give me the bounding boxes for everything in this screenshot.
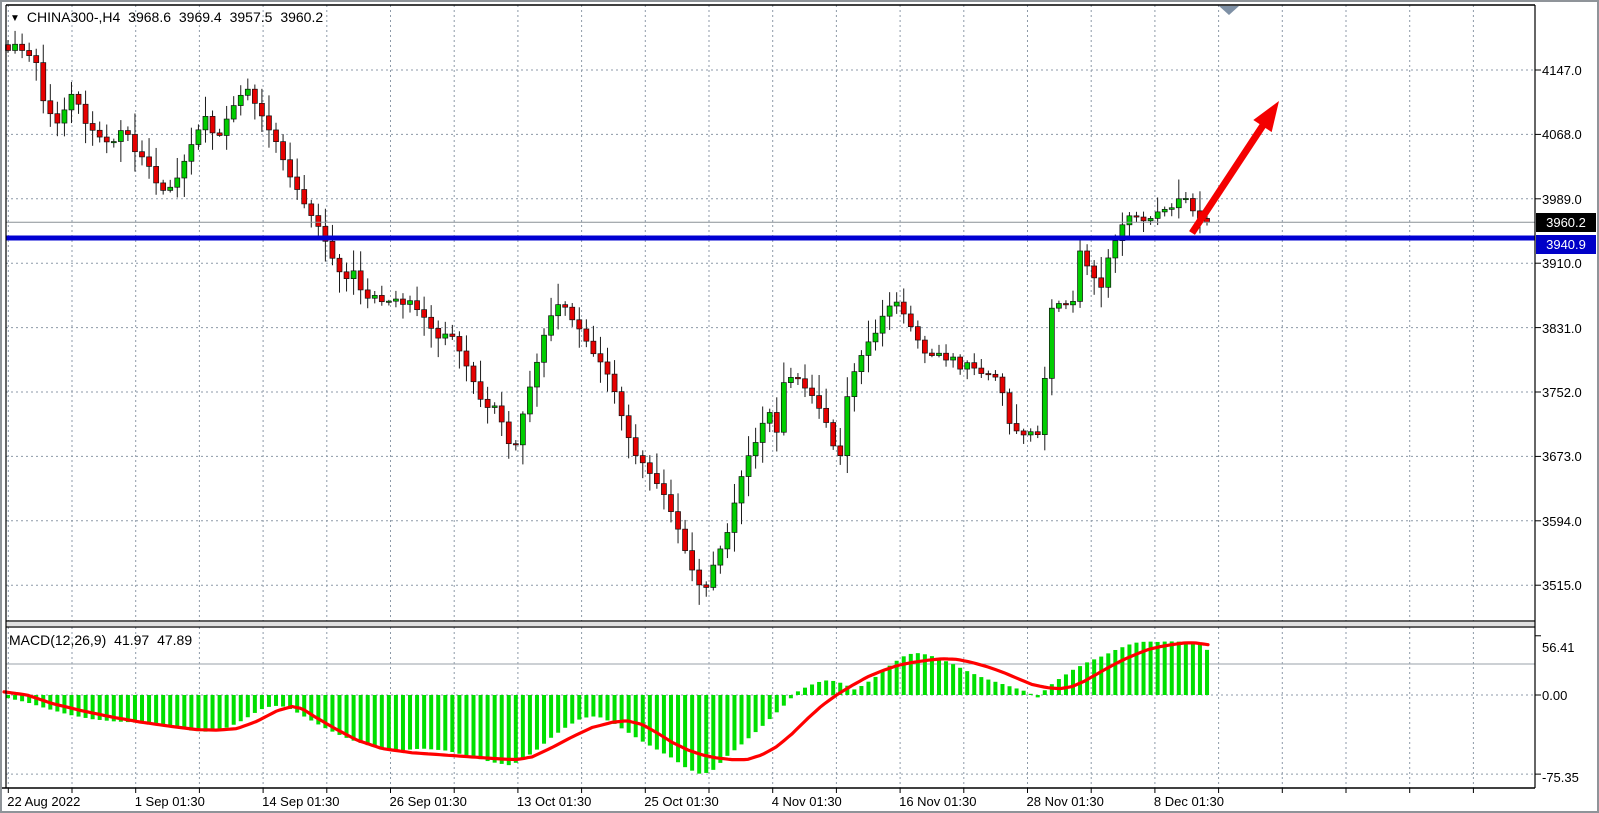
current-price-badge: 3960.2 [1536,212,1596,232]
time-axis-label: 22 Aug 2022 [7,794,81,809]
macd-name: MACD(12,26,9) [9,632,107,648]
time-axis-label: 1 Sep 01:30 [134,794,205,809]
price-axis-label: 3910.0 [1542,256,1582,272]
chart-shift-marker[interactable] [1219,6,1239,15]
symbol-dropdown-icon[interactable]: ▼ [10,13,20,24]
quote-close: 3960.2 [280,9,324,25]
macd-indicator-label: MACD(12,26,9) 41.97 47.89 [9,632,196,648]
price-axis-label: 3989.0 [1542,191,1582,207]
price-axis-label: 4147.0 [1542,63,1582,78]
macd-signal-line [2,641,1210,762]
macd-axis-label: -75.35 [1542,770,1579,786]
time-axis-label: 16 Nov 01:30 [899,794,977,809]
support-level-badge: 3940.9 [1536,235,1596,254]
macd-signal-value: 47.89 [157,632,193,648]
time-axis-label: 4 Nov 01:30 [771,794,842,809]
quote-low: 3957.5 [229,9,273,25]
macd-histogram [6,641,1210,774]
trend-arrow-head[interactable] [1253,101,1279,133]
time-axis-label: 25 Oct 01:30 [644,794,719,809]
symbol-period-label: CHINA300-,H4 [26,9,121,25]
price-axis-label: 3594.0 [1542,513,1582,529]
macd-main-value: 41.97 [114,632,150,648]
price-axis-label: 3831.0 [1542,320,1582,336]
quote-high: 3969.4 [178,9,222,25]
time-axis-label: 28 Nov 01:30 [1026,794,1104,809]
macd-axis-label: 0.00 [1542,688,1568,703]
quote-open: 3968.6 [128,9,171,25]
time-axis-label: 14 Sep 01:30 [262,794,340,809]
time-axis-label: 13 Oct 01:30 [516,794,592,809]
price-axis-label: 3752.0 [1542,385,1582,400]
time-axis-label: 26 Sep 01:30 [389,794,467,809]
price-axis-label: 3515.0 [1542,578,1582,594]
price-axis-label: 3673.0 [1542,449,1582,465]
candles [5,30,1210,605]
symbol-header: ▼ CHINA300-,H4 3968.6 3969.4 3957.5 3960.… [10,9,327,25]
price-axis-label: 4068.0 [1542,127,1582,143]
trend-arrow-line[interactable] [1189,119,1269,235]
time-axis-label: 8 Dec 01:30 [1153,794,1224,809]
macd-axis-label: 56.41 [1542,639,1575,655]
